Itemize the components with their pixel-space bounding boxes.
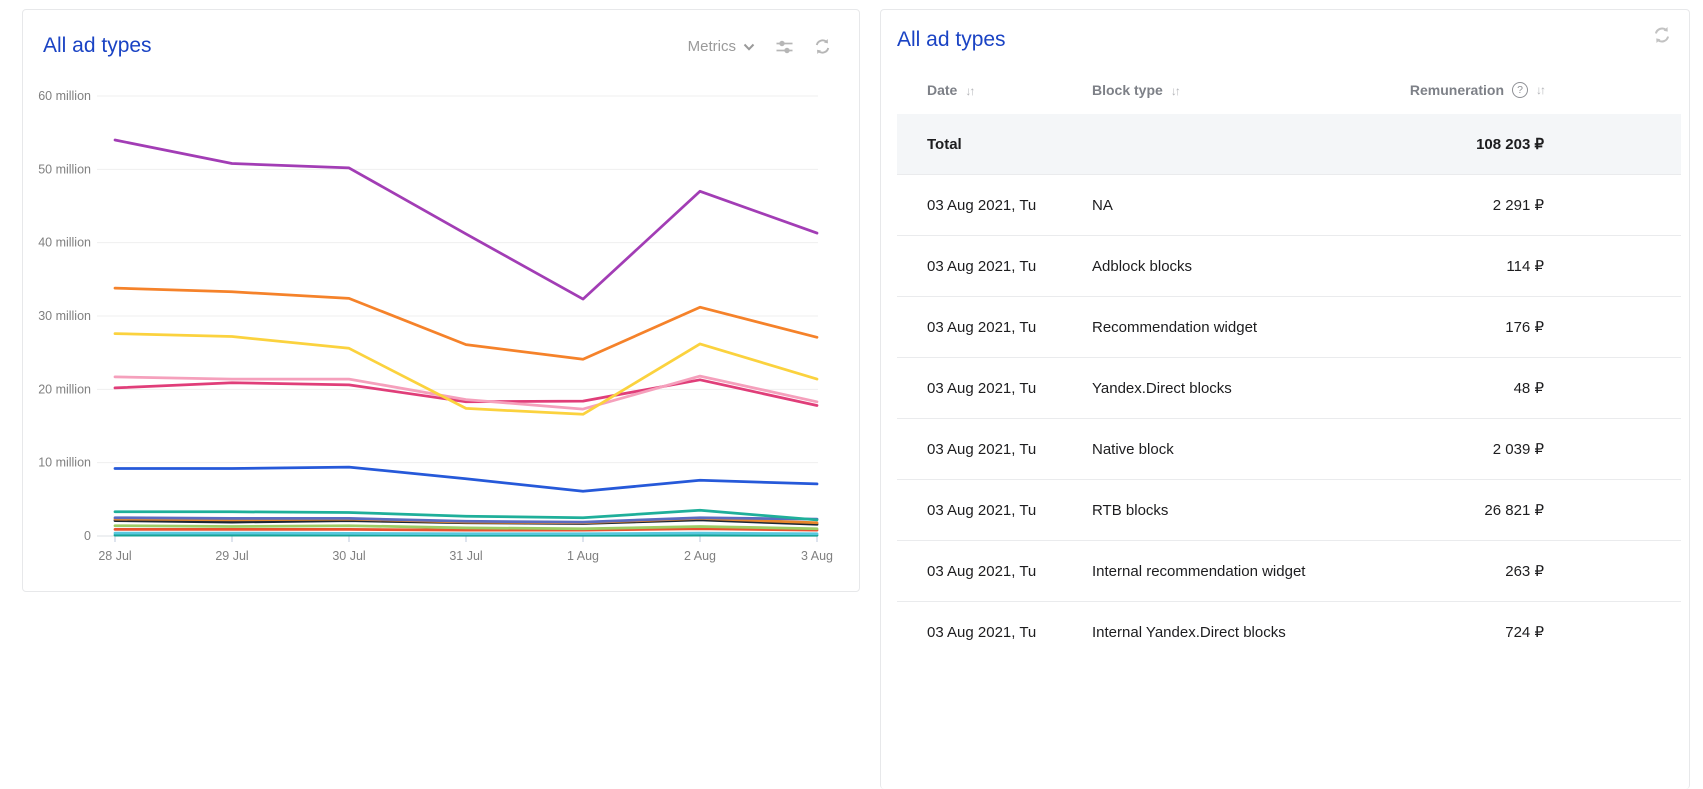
cell-block-type: Internal recommendation widget <box>1092 541 1371 602</box>
cell-date: 03 Aug 2021, Tu <box>897 419 1092 480</box>
metrics-dropdown[interactable]: Metrics <box>688 38 755 55</box>
cell-remuneration: 2 039 ₽ <box>1371 419 1681 480</box>
refresh-icon[interactable] <box>814 38 831 55</box>
chart-card: All ad types Metrics <box>22 9 860 592</box>
x-axis-tick-label: 2 Aug <box>684 549 716 563</box>
line-chart: 60 million 50 million 40 million 30 million… <box>23 56 859 578</box>
remuneration-table: Date↓↑ Block type↓↑ Remuneration ? ↓↑ To… <box>897 68 1681 662</box>
purple-line <box>115 140 817 299</box>
x-axis-tick-label: 1 Aug <box>567 549 599 563</box>
table-row-total: Total 108 203 ₽ <box>897 114 1681 175</box>
table-row: 03 Aug 2021, TuNA2 291 ₽ <box>897 175 1681 236</box>
table-row: 03 Aug 2021, TuRTB blocks26 821 ₽ <box>897 480 1681 541</box>
y-axis-tick-label: 10 million <box>38 456 91 470</box>
cyan-line <box>115 533 817 534</box>
cell-date: 03 Aug 2021, Tu <box>897 602 1092 663</box>
column-header-block-type[interactable]: Block type↓↑ <box>1092 68 1371 114</box>
cell-remuneration: 724 ₽ <box>1371 602 1681 663</box>
y-axis-tick-label: 20 million <box>38 382 91 396</box>
cell-remuneration: 26 821 ₽ <box>1371 480 1681 541</box>
table-row: 03 Aug 2021, TuInternal Yandex.Direct bl… <box>897 602 1681 663</box>
cell-block-type: Native block <box>1092 419 1371 480</box>
table-title: All ad types <box>897 28 1006 52</box>
cell-date: 03 Aug 2021, Tu <box>897 541 1092 602</box>
cell-block-type: Yandex.Direct blocks <box>1092 358 1371 419</box>
column-header-remuneration[interactable]: Remuneration ? ↓↑ <box>1371 68 1681 114</box>
metrics-dropdown-label: Metrics <box>688 38 736 55</box>
y-axis-tick-label: 0 <box>84 529 91 543</box>
cell-remuneration: 48 ₽ <box>1371 358 1681 419</box>
table-card: All ad types Date↓↑ Block type↓↑ Remuner… <box>880 9 1690 789</box>
blue-line <box>115 467 817 491</box>
table-row: 03 Aug 2021, TuAdblock blocks114 ₽ <box>897 236 1681 297</box>
sort-icon: ↓↑ <box>1171 84 1179 98</box>
y-axis-tick-label: 30 million <box>38 309 91 323</box>
y-axis-tick-label: 60 million <box>38 89 91 103</box>
x-axis-tick-label: 29 Jul <box>215 549 248 563</box>
crimson-line <box>115 380 817 406</box>
cell-block-type: NA <box>1092 175 1371 236</box>
cell-remuneration: 114 ₽ <box>1371 236 1681 297</box>
sort-icon: ↓↑ <box>965 84 973 98</box>
table-row: 03 Aug 2021, TuInternal recommendation w… <box>897 541 1681 602</box>
cell-remuneration: 176 ₽ <box>1371 297 1681 358</box>
chevron-down-icon <box>743 43 755 51</box>
chart-title: All ad types <box>43 34 152 58</box>
chart-settings-sliders-icon[interactable] <box>775 39 794 55</box>
cell-date: 03 Aug 2021, Tu <box>897 480 1092 541</box>
x-axis-tick-label: 28 Jul <box>98 549 131 563</box>
cell-total-label: Total <box>897 114 1092 175</box>
sort-icon: ↓↑ <box>1536 83 1544 97</box>
cell-remuneration: 263 ₽ <box>1371 541 1681 602</box>
y-axis-tick-label: 50 million <box>38 162 91 176</box>
cell-block-type: Adblock blocks <box>1092 236 1371 297</box>
cell-date: 03 Aug 2021, Tu <box>897 358 1092 419</box>
refresh-icon <box>1653 26 1671 44</box>
cell-block-type: Internal Yandex.Direct blocks <box>1092 602 1371 663</box>
refresh-button[interactable] <box>1653 26 1671 44</box>
table-row: 03 Aug 2021, TuNative block2 039 ₽ <box>897 419 1681 480</box>
cell-date: 03 Aug 2021, Tu <box>897 236 1092 297</box>
cell-remuneration: 2 291 ₽ <box>1371 175 1681 236</box>
column-header-date[interactable]: Date↓↑ <box>897 68 1092 114</box>
y-axis-tick-label: 40 million <box>38 236 91 250</box>
cell-block-type: RTB blocks <box>1092 480 1371 541</box>
cell-total-remuneration: 108 203 ₽ <box>1371 114 1681 175</box>
help-icon[interactable]: ? <box>1512 82 1528 98</box>
cell-total-block <box>1092 114 1371 175</box>
table-row: 03 Aug 2021, TuRecommendation widget176 … <box>897 297 1681 358</box>
x-axis-tick-label: 31 Jul <box>449 549 482 563</box>
cell-date: 03 Aug 2021, Tu <box>897 297 1092 358</box>
cell-block-type: Recommendation widget <box>1092 297 1371 358</box>
table-header-row: Date↓↑ Block type↓↑ Remuneration ? ↓↑ <box>897 68 1681 114</box>
x-axis-tick-label: 30 Jul <box>332 549 365 563</box>
cell-date: 03 Aug 2021, Tu <box>897 175 1092 236</box>
table-row: 03 Aug 2021, TuYandex.Direct blocks48 ₽ <box>897 358 1681 419</box>
x-axis-tick-label: 3 Aug <box>801 549 833 563</box>
